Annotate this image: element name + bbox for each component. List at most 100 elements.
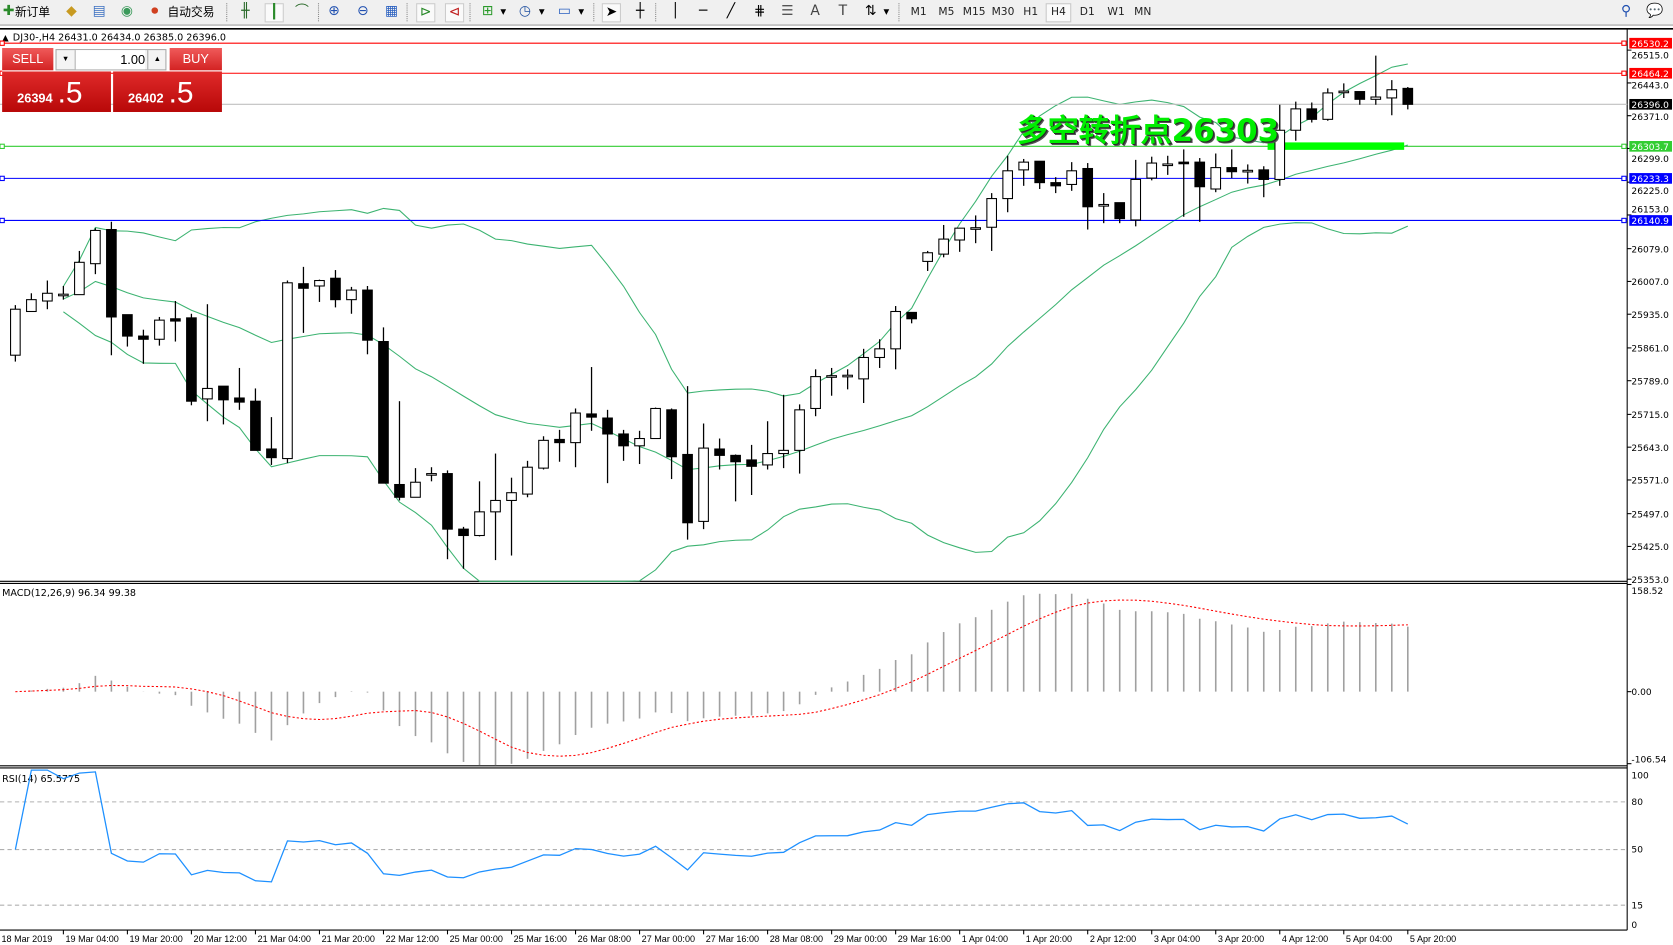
time-tick-label: 27 Mar 00:00 (642, 934, 695, 944)
candle-bull (58, 293, 69, 297)
periods-icon[interactable]: ◷ (518, 3, 532, 20)
text-icon[interactable]: A (810, 3, 820, 20)
sell-price-button[interactable]: 26394 .5 (2, 71, 111, 112)
collapse-triangle-icon[interactable]: ▲ (2, 34, 9, 44)
candle-bear (586, 413, 597, 418)
buy-button[interactable]: BUY (169, 47, 222, 72)
macd-tick-label: 0.00 (1631, 688, 1651, 698)
chevron-down-icon[interactable]: ▼ (883, 7, 890, 16)
chart-area[interactable]: ▲ DJ30-,H4 26431.0 26434.0 26385.0 26396.… (0, 26, 1673, 945)
navigator-icon[interactable]: ▤ (92, 3, 106, 20)
lot-decrease-button[interactable]: ▼ (57, 50, 76, 70)
cursor-icon[interactable]: ➤ (601, 3, 621, 23)
price-tick-label: 26153.0 (1631, 205, 1669, 215)
candle-bull (1210, 167, 1222, 190)
candle-bear (730, 454, 741, 463)
line-handle[interactable] (1621, 217, 1627, 224)
chevron-down-icon[interactable]: ▼ (578, 7, 585, 16)
candlestick-icon[interactable]: ┃ (264, 3, 284, 23)
arrows-icon[interactable]: ⇅ (864, 3, 877, 20)
candle-bull (762, 453, 773, 466)
candle-bull (314, 279, 325, 287)
zoom-out-icon[interactable]: ⊖ (356, 3, 369, 20)
price-tick-label: 26515.0 (1631, 52, 1669, 62)
toolbar-separator (655, 3, 657, 22)
sell-price-main: 26394 (17, 90, 53, 106)
price-tick-label: 26007.0 (1631, 278, 1669, 288)
line-handle[interactable] (1621, 143, 1627, 150)
candle-bear (266, 448, 277, 459)
crosshair-icon[interactable]: ┼ (636, 3, 645, 20)
trendline-icon[interactable]: ╱ (726, 3, 736, 20)
candle-bull (1322, 92, 1334, 120)
fibonacci-icon[interactable]: ☰ (781, 3, 794, 20)
line-handle[interactable] (0, 175, 5, 182)
candle-bull (954, 227, 965, 241)
timeframe-w1[interactable]: W1 (1107, 6, 1125, 19)
horizontal-line-icon[interactable]: ─ (698, 3, 708, 20)
candle-bear (362, 289, 373, 341)
tile-windows-icon[interactable]: ▦ (385, 3, 399, 20)
new-order-icon[interactable]: ✚ (2, 3, 15, 20)
line-chart-icon[interactable]: ⌒ (295, 3, 309, 20)
candle-bull (506, 492, 517, 501)
time-tick-label: 3 Apr 20:00 (1218, 934, 1264, 944)
candle-bear (1258, 169, 1270, 180)
zoom-in-icon[interactable]: ⊕ (328, 3, 340, 20)
line-handle[interactable] (0, 143, 5, 150)
candle-bull (522, 466, 533, 495)
price-marker-label: 26396.0 (1631, 101, 1669, 111)
line-handle[interactable] (1621, 40, 1627, 46)
auto-trade-icon[interactable]: ⏺ (151, 3, 159, 20)
auto-scroll-icon[interactable]: ⊳ (416, 3, 436, 23)
lot-size-input[interactable]: 1.00 (75, 50, 146, 70)
auto-trade-button[interactable]: 自动交易 (167, 5, 215, 20)
price-tick-label: 25497.0 (1631, 510, 1669, 520)
time-tick-label: 25 Mar 00:00 (450, 934, 503, 944)
timeframe-d1[interactable]: D1 (1079, 6, 1095, 19)
candle-bear (1226, 167, 1238, 173)
templates-icon[interactable]: ▭ (557, 3, 571, 20)
market-watch-icon[interactable]: ◆ (66, 3, 77, 20)
pivot-annotation-text[interactable]: 多空转折点26303 (1016, 111, 1280, 149)
candle-bear (330, 277, 341, 301)
buy-price-button[interactable]: 26402 .5 (113, 71, 222, 112)
chevron-down-icon[interactable]: ▼ (500, 7, 507, 16)
line-handle[interactable] (1621, 175, 1627, 182)
signals-icon[interactable]: ◉ (120, 3, 134, 20)
price-tick-label: 26079.0 (1631, 245, 1669, 255)
chat-icon[interactable]: 💬 (1646, 3, 1664, 20)
lot-increase-button[interactable]: ▲ (147, 50, 166, 70)
pivot-zone-bar[interactable] (1267, 142, 1405, 150)
time-tick-label: 5 Apr 20:00 (1410, 934, 1456, 944)
toolbar-separator (406, 3, 409, 22)
chart-shift-icon[interactable]: ⊲ (444, 3, 465, 23)
timeframe-m5[interactable]: M5 (938, 6, 955, 19)
candle-bull (346, 289, 357, 301)
timeframe-m1[interactable]: M1 (910, 6, 927, 19)
chevron-down-icon[interactable]: ▼ (538, 7, 545, 16)
line-handle[interactable] (0, 40, 5, 46)
indicators-icon[interactable]: ⊞ (481, 3, 494, 20)
sell-button[interactable]: SELL (2, 47, 54, 72)
candle-bull (90, 229, 101, 265)
timeframe-m15[interactable]: M15 (962, 6, 986, 19)
new-order-button[interactable]: 新订单 (14, 5, 51, 20)
candle-bear (666, 409, 677, 458)
timeframe-h4[interactable]: H4 (1045, 3, 1072, 23)
timeframe-h1[interactable]: H1 (1023, 6, 1039, 19)
line-handle[interactable] (0, 217, 5, 224)
bar-chart-icon[interactable]: ╫ (241, 3, 250, 20)
timeframe-mn[interactable]: MN (1134, 6, 1152, 19)
macd-label: MACD(12,26,9) 96.34 99.38 (2, 588, 136, 599)
equidistant-channel-icon[interactable]: ⋕ (753, 3, 766, 20)
candle-bull (986, 198, 998, 228)
candle-bull (410, 481, 421, 498)
candle-bull (1386, 89, 1398, 99)
line-handle[interactable] (1621, 70, 1627, 76)
vertical-line-icon[interactable]: │ (671, 3, 680, 20)
text-label-icon[interactable]: T (838, 3, 848, 20)
timeframe-m30[interactable]: M30 (991, 6, 1015, 19)
search-icon[interactable]: ⚲ (1621, 3, 1632, 20)
